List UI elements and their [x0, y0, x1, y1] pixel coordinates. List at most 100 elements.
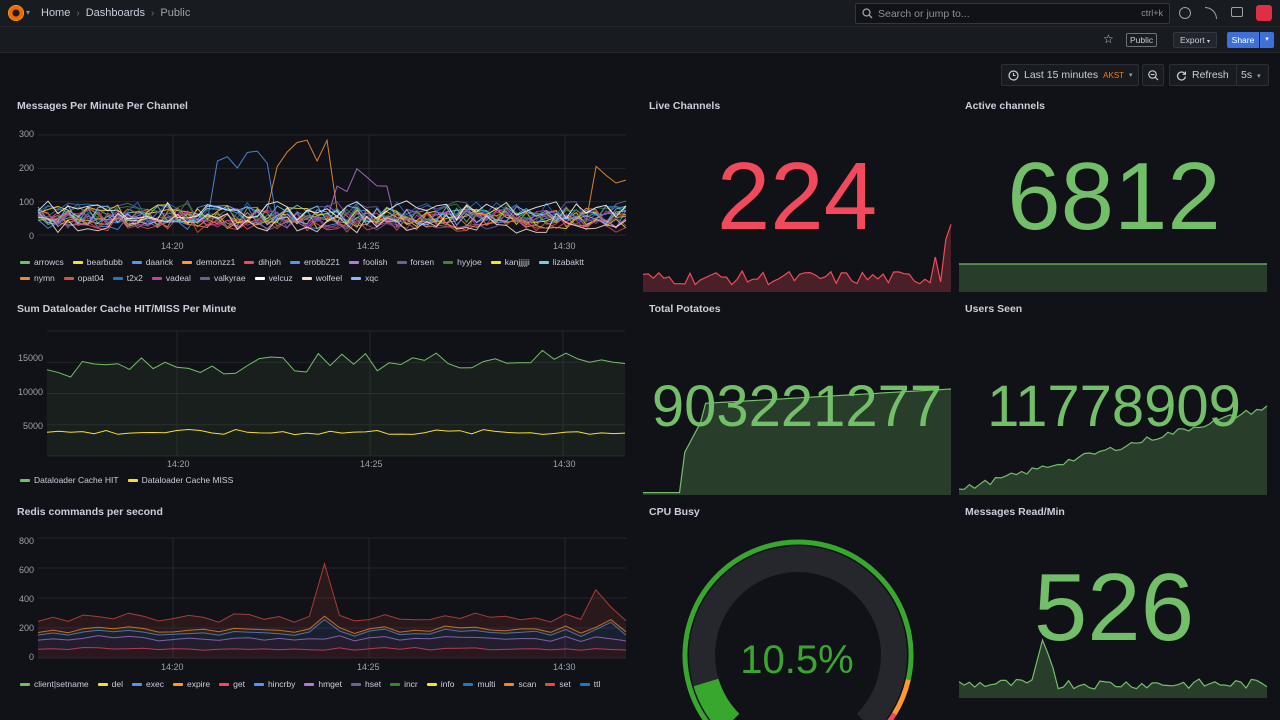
- breadcrumb: Home › Dashboards › Public: [41, 7, 190, 19]
- legend-item[interactable]: valkyrae: [199, 271, 246, 285]
- refresh-button[interactable]: Refresh 5s ▾: [1169, 64, 1269, 86]
- panel-title[interactable]: Redis commands per second: [17, 506, 163, 518]
- timezone-badge: AKST: [1103, 70, 1125, 80]
- legend-item[interactable]: Dataloader Cache MISS: [127, 473, 233, 487]
- chevron-right-icon: ›: [151, 7, 155, 19]
- legend-item[interactable]: vadeal: [151, 271, 191, 285]
- legend-item[interactable]: xqc: [351, 271, 378, 285]
- zoom-out-button[interactable]: [1142, 64, 1164, 86]
- legend-item[interactable]: foolish: [348, 255, 388, 269]
- total-potatoes-sparkline: [643, 388, 952, 495]
- legend-item[interactable]: erobb221: [290, 255, 340, 269]
- legend-item[interactable]: multi: [463, 677, 495, 691]
- time-range-picker[interactable]: Last 15 minutes AKST ▾: [1001, 64, 1139, 86]
- legend-item[interactable]: ttl: [579, 677, 600, 691]
- legend-item[interactable]: hincrby: [253, 677, 295, 691]
- legend-item[interactable]: kanjjjjji: [490, 255, 530, 269]
- series-area: [38, 563, 626, 634]
- legend-item[interactable]: Dataloader Cache HIT: [20, 473, 119, 487]
- breadcrumb-current: Public: [160, 7, 191, 19]
- legend-item[interactable]: bearbubb: [72, 255, 123, 269]
- sparkline-line: [642, 224, 952, 286]
- refresh-rate-picker[interactable]: 5s ▾: [1236, 65, 1261, 85]
- legend-label: exec: [146, 679, 164, 689]
- legend-label: foolish: [362, 257, 388, 267]
- legend-item[interactable]: wolfeel: [301, 271, 342, 285]
- share-menu-chevron-icon[interactable]: ▾: [1260, 32, 1274, 48]
- gauge-track: [689, 546, 907, 720]
- messages-line-chart[interactable]: [37, 134, 627, 236]
- panel-title[interactable]: Active channels: [965, 100, 1045, 112]
- legend-item[interactable]: hset: [350, 677, 382, 691]
- legend-swatch: [426, 682, 437, 686]
- legend-swatch: [348, 260, 359, 264]
- avatar[interactable]: [1256, 5, 1272, 21]
- share-button[interactable]: Share: [1227, 32, 1259, 48]
- panel-title[interactable]: CPU Busy: [649, 506, 700, 518]
- panel-title[interactable]: Sum Dataloader Cache HIT/MISS Per Minute: [17, 303, 237, 315]
- legend-item[interactable]: get: [219, 677, 245, 691]
- legend-swatch: [390, 682, 401, 686]
- chevron-down-icon[interactable]: ▾: [26, 8, 31, 17]
- legend-item[interactable]: forsen: [396, 255, 434, 269]
- legend-item[interactable]: del: [97, 677, 123, 691]
- dataloader-line-chart[interactable]: [46, 330, 626, 457]
- panel-messages-read: Messages Read/Min 526: [948, 498, 1280, 720]
- export-button[interactable]: Export ▾: [1173, 32, 1217, 48]
- tv-mode-icon[interactable]: [1231, 7, 1243, 17]
- legend-swatch: [20, 682, 30, 686]
- series-line: [37, 204, 627, 227]
- legend-label: hyyjoe: [457, 257, 482, 267]
- legend-item[interactable]: hmget: [304, 677, 342, 691]
- panel-title[interactable]: Users Seen: [965, 303, 1023, 315]
- x-tick: 14:25: [357, 241, 380, 251]
- legend-label: valkyrae: [213, 273, 246, 283]
- chart-legend: Dataloader Cache HIT Dataloader Cache MIS…: [20, 473, 630, 487]
- legend-item[interactable]: nymn: [20, 271, 55, 285]
- y-tick: 200: [18, 163, 34, 173]
- legend-swatch: [63, 276, 74, 280]
- legend-swatch: [443, 260, 454, 264]
- legend-item[interactable]: dihjoh: [244, 255, 281, 269]
- sparkline-area: [959, 640, 1267, 698]
- panel-title[interactable]: Messages Read/Min: [965, 506, 1065, 518]
- legend-swatch: [504, 682, 515, 686]
- legend-item[interactable]: opat04: [63, 271, 104, 285]
- panel-title[interactable]: Messages Per Minute Per Channel: [17, 100, 188, 112]
- star-icon[interactable]: ☆: [1103, 32, 1114, 46]
- redis-area-chart[interactable]: [37, 537, 627, 659]
- legend-swatch: [490, 260, 501, 264]
- legend-item[interactable]: t2x2: [112, 271, 143, 285]
- legend-swatch: [254, 276, 265, 280]
- legend-item[interactable]: daarick: [131, 255, 173, 269]
- legend-swatch: [20, 276, 30, 280]
- panel-title[interactable]: Total Potatoes: [649, 303, 721, 315]
- breadcrumb-home[interactable]: Home: [41, 7, 71, 19]
- grafana-logo-icon[interactable]: [8, 5, 24, 21]
- legend-label: demonzz1: [196, 257, 236, 267]
- legend-item[interactable]: hyyjoe: [443, 255, 482, 269]
- panel-title[interactable]: Live Channels: [649, 100, 721, 112]
- legend-item[interactable]: velcuz: [254, 271, 293, 285]
- legend-item[interactable]: exec: [132, 677, 164, 691]
- help-icon[interactable]: [1179, 7, 1191, 19]
- legend-item[interactable]: arrowcs: [20, 255, 64, 269]
- legend-label: kanjjjjji: [504, 257, 530, 267]
- legend-item[interactable]: incr: [390, 677, 418, 691]
- legend-item[interactable]: lizabaktt: [538, 255, 584, 269]
- legend-item[interactable]: expire: [172, 677, 210, 691]
- breadcrumb-dashboards[interactable]: Dashboards: [85, 7, 146, 19]
- search-input[interactable]: Search or jump to... ctrl+k: [855, 3, 1170, 24]
- legend-label: erobb221: [304, 257, 340, 267]
- rss-icon[interactable]: [1205, 7, 1217, 19]
- legend-item[interactable]: info: [426, 677, 454, 691]
- legend-label: hset: [364, 679, 382, 689]
- legend-item[interactable]: client|setname: [20, 677, 89, 691]
- legend-swatch: [182, 260, 193, 264]
- legend-item[interactable]: demonzz1: [182, 255, 235, 269]
- series-area: [38, 619, 626, 642]
- legend-swatch: [219, 682, 230, 686]
- legend-item[interactable]: scan: [504, 677, 536, 691]
- live-channels-sparkline: [642, 224, 952, 292]
- legend-item[interactable]: set: [545, 677, 571, 691]
